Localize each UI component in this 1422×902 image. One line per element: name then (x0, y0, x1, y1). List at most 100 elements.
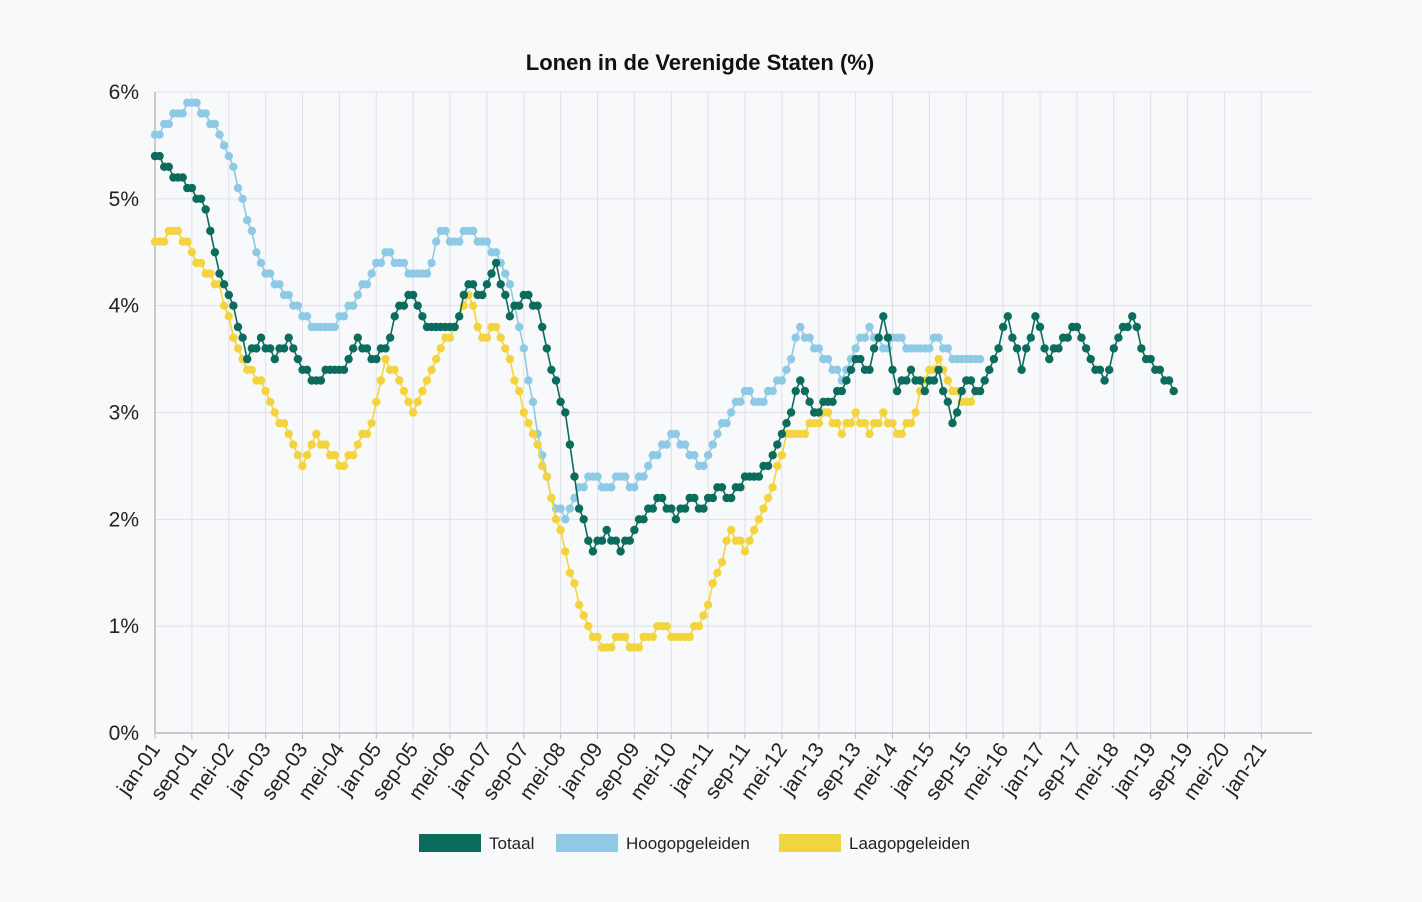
data-point (814, 344, 823, 353)
legend-swatch (779, 834, 841, 852)
data-point (680, 504, 690, 513)
data-point (353, 440, 362, 449)
data-point (754, 515, 764, 524)
data-point (883, 333, 893, 342)
data-point (505, 312, 515, 321)
data-point (505, 354, 515, 364)
data-point (1017, 365, 1026, 374)
data-point (1063, 333, 1072, 342)
data-point (524, 419, 533, 428)
data-point (372, 354, 381, 364)
data-point (266, 397, 275, 406)
data-point (418, 386, 427, 396)
data-point (266, 269, 275, 278)
data-point (768, 386, 777, 396)
series-line-totaal (155, 155, 1175, 554)
data-point (395, 376, 404, 385)
data-point (860, 333, 870, 342)
data-point (261, 386, 270, 396)
data-point (233, 183, 243, 193)
data-point (289, 344, 298, 353)
data-point (183, 237, 192, 246)
data-point (791, 386, 800, 396)
data-point (1086, 354, 1095, 364)
data-point (404, 397, 413, 406)
data-point (196, 194, 206, 203)
data-point (381, 354, 390, 364)
data-point (1095, 365, 1105, 374)
data-point (975, 354, 985, 364)
data-point (837, 386, 846, 396)
data-point (634, 643, 644, 652)
data-point (777, 429, 787, 439)
data-point (524, 376, 533, 385)
data-point (270, 354, 279, 364)
data-point (201, 109, 210, 118)
data-point (768, 483, 777, 492)
data-point (344, 354, 353, 364)
y-tick-label: 3% (109, 402, 139, 425)
data-point (883, 344, 893, 353)
data-point (367, 419, 376, 428)
data-point (547, 365, 556, 374)
data-point (1105, 365, 1114, 374)
data-point (865, 429, 874, 439)
data-point (385, 248, 395, 257)
data-point (888, 419, 897, 428)
data-point (837, 429, 846, 439)
data-point (989, 354, 999, 364)
data-point (538, 461, 547, 471)
data-point (385, 333, 395, 342)
data-point (860, 419, 870, 428)
data-point (584, 622, 593, 631)
data-point (196, 258, 206, 268)
data-point (630, 483, 639, 492)
data-point (178, 109, 187, 118)
data-point (994, 344, 1003, 353)
data-point (1132, 322, 1142, 332)
data-point (722, 419, 731, 428)
data-point (902, 376, 911, 385)
data-point (210, 248, 220, 257)
data-point (372, 397, 381, 406)
data-point (160, 237, 169, 246)
data-point (699, 611, 708, 620)
data-point (155, 130, 164, 139)
data-point (773, 461, 782, 471)
data-point (980, 376, 989, 385)
data-point (851, 408, 860, 417)
data-point (473, 322, 482, 332)
data-point (275, 280, 284, 289)
data-point (312, 429, 321, 439)
data-point (657, 493, 667, 503)
data-point (561, 547, 570, 556)
data-point (528, 397, 538, 406)
data-point (814, 408, 823, 417)
data-point (648, 632, 657, 642)
data-point (206, 226, 215, 236)
legend-label: Hoogopgeleiden (626, 834, 750, 853)
data-point (653, 451, 662, 460)
data-point (1081, 344, 1091, 353)
data-point (321, 440, 330, 449)
data-point (279, 344, 289, 353)
data-point (501, 269, 510, 278)
data-point (155, 151, 164, 161)
data-point (519, 408, 528, 417)
data-point (432, 237, 441, 246)
data-point (459, 290, 468, 300)
data-point (621, 472, 630, 481)
data-point (1100, 376, 1109, 385)
data-point (247, 365, 256, 374)
data-point (418, 312, 427, 321)
data-point (740, 547, 750, 556)
data-point (685, 632, 694, 642)
data-point (925, 344, 934, 353)
data-point (648, 504, 657, 513)
data-point (219, 280, 229, 289)
data-point (874, 419, 883, 428)
data-point (879, 312, 888, 321)
data-point (777, 451, 787, 460)
data-point (349, 344, 358, 353)
x-axis: jan-01sep-01mei-02jan-03sep-03mei-04jan-… (112, 738, 1271, 804)
